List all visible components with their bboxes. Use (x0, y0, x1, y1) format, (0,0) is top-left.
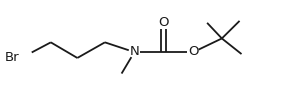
Text: O: O (188, 45, 199, 58)
Text: N: N (129, 45, 139, 58)
Text: O: O (159, 16, 169, 29)
Text: Br: Br (5, 51, 19, 64)
